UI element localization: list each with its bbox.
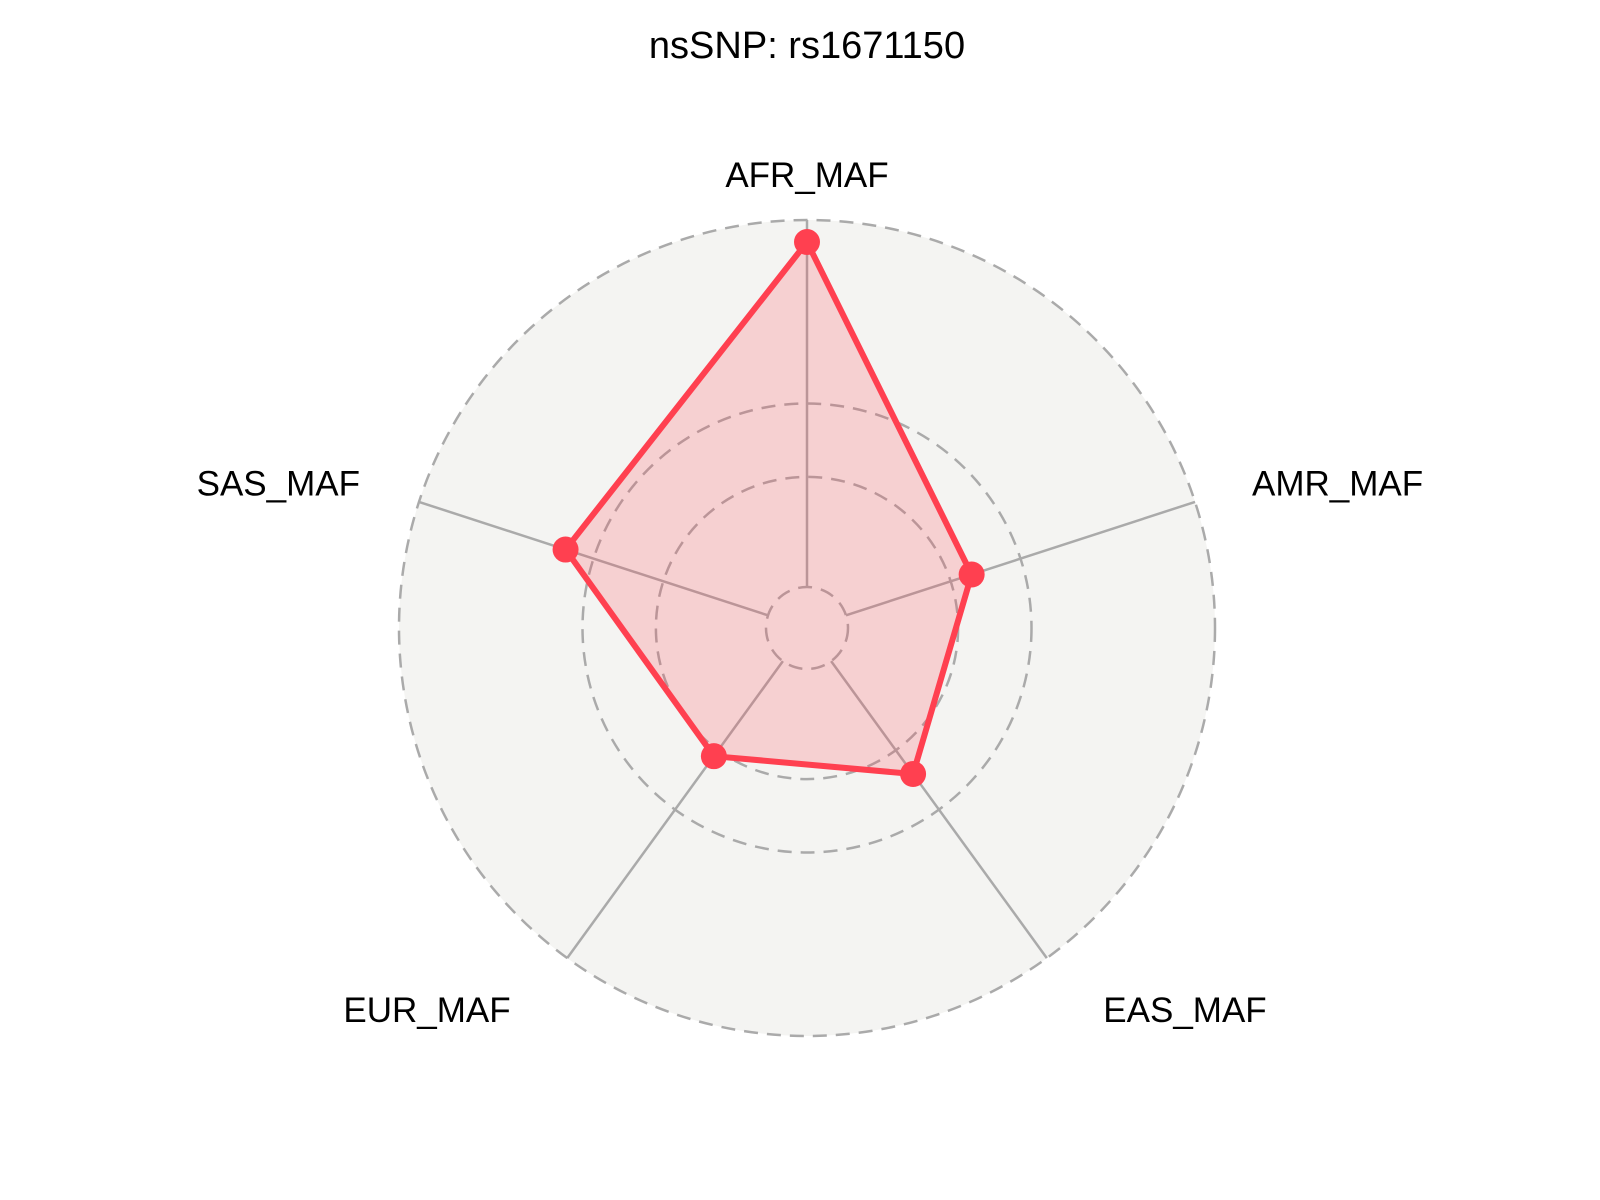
data-point: [900, 760, 927, 787]
grid-circle: [581, 402, 1033, 854]
axis-label: SAS_MAF: [197, 464, 360, 503]
axis-label: EUR_MAF: [343, 991, 510, 1030]
chart-title: nsSNP: rs1671150: [649, 25, 965, 67]
plot-background: [399, 220, 1215, 1036]
series-line: [562, 239, 975, 777]
axis-label: AMR_MAF: [1252, 464, 1423, 503]
axis-spoke: [418, 500, 769, 617]
data-point: [552, 536, 579, 563]
axis-label: AFR_MAF: [725, 156, 888, 195]
data-point: [700, 743, 727, 770]
axis-spoke: [830, 660, 1048, 959]
data-point: [794, 229, 820, 256]
data-point: [958, 561, 985, 588]
axis-spoke: [845, 500, 1196, 617]
axis-label: EAS_MAF: [1103, 991, 1266, 1030]
axis-spoke: [566, 660, 784, 959]
